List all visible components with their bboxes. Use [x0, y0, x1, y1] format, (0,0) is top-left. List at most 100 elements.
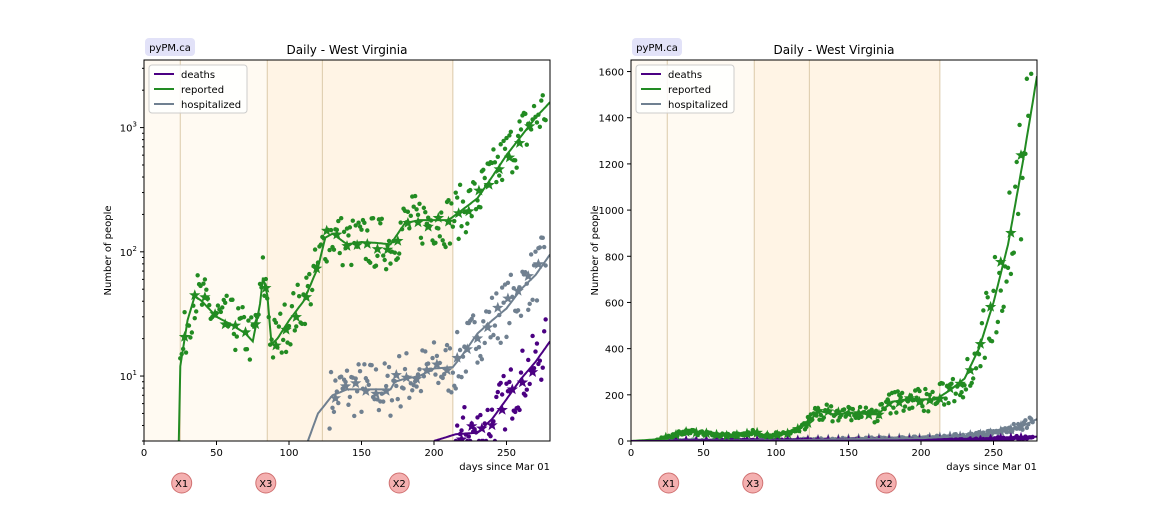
reported-daily-point: [262, 293, 267, 298]
hospitalized-daily-point: [382, 361, 387, 366]
hospitalized-daily-point: [346, 402, 351, 407]
deaths-daily-point: [494, 394, 499, 400]
hospitalized-daily-point: [381, 399, 386, 404]
reported-daily-point: [426, 215, 431, 220]
reported-daily-point: [234, 334, 239, 339]
reported-daily-point: [233, 347, 238, 353]
reported-daily-point: [436, 226, 441, 231]
hospitalized-daily-point: [347, 394, 353, 400]
reported-daily-point: [850, 406, 856, 412]
reported-daily-point: [965, 356, 970, 362]
hospitalized-weekly-star: [329, 392, 342, 403]
reported-series-line: [631, 76, 1037, 441]
deaths-daily-point: [466, 434, 471, 439]
reported-daily-point: [263, 276, 268, 282]
hospitalized-daily-point: [475, 360, 480, 365]
reported-daily-point: [891, 405, 896, 410]
reported-weekly-star: [239, 326, 252, 338]
reported-daily-point: [189, 330, 195, 335]
reported-daily-point: [501, 138, 506, 144]
plot-area: [144, 60, 550, 441]
reported-weekly-star: [903, 392, 916, 404]
reported-daily-point: [863, 405, 869, 410]
reported-daily-point: [499, 177, 505, 183]
deaths-daily-point: [484, 438, 489, 441]
deaths-daily-point: [542, 329, 547, 334]
shaded-period-4: [809, 60, 940, 441]
event-marker-circle: [875, 472, 897, 494]
event-marker-x2: X2: [388, 472, 410, 494]
hospitalized-daily-point: [459, 374, 464, 380]
hospitalized-weekly-star: [492, 301, 504, 313]
reported-daily-point: [991, 288, 996, 294]
reported-weekly-star: [229, 319, 242, 331]
reported-daily-point: [1013, 184, 1018, 189]
hospitalized-daily-point: [501, 300, 506, 305]
deaths-daily-point: [534, 341, 540, 346]
x-tick-label: 200: [424, 448, 443, 459]
reported-daily-point: [989, 339, 995, 344]
reported-daily-point: [478, 205, 483, 210]
reported-daily-point: [279, 350, 284, 355]
hospitalized-daily-point: [469, 316, 474, 322]
reported-daily-point: [249, 315, 254, 320]
reported-daily-point: [220, 305, 225, 310]
reported-daily-point: [247, 357, 253, 362]
reported-daily-point: [286, 323, 292, 329]
reported-daily-point: [395, 256, 400, 261]
reported-daily-point: [969, 380, 974, 386]
hospitalized-weekly-star: [522, 270, 534, 281]
deaths-daily-point: [530, 333, 535, 339]
hospitalized-daily-point: [352, 413, 357, 419]
reported-daily-point: [341, 229, 347, 235]
reported-daily-point: [531, 103, 537, 109]
hospitalized-daily-point: [404, 351, 409, 356]
y-tick-label: 0: [618, 437, 624, 448]
reported-daily-point: [824, 402, 829, 407]
hospitalized-weekly-star: [350, 377, 362, 389]
deaths-weekly-star: [670, 435, 682, 441]
hospitalized-daily-point: [472, 319, 477, 325]
reported-weekly-star: [934, 392, 946, 404]
hospitalized-daily-point: [359, 409, 364, 415]
reported-daily-point: [296, 294, 302, 299]
reported-daily-point: [295, 282, 300, 288]
hospitalized-daily-point: [492, 323, 498, 328]
event-marker-circle: [255, 472, 277, 494]
reported-weekly-star: [280, 323, 292, 335]
reported-daily-point: [456, 236, 461, 242]
reported-daily-point: [288, 342, 293, 347]
reported-daily-point: [443, 244, 448, 250]
reported-weekly-star: [913, 395, 926, 407]
reported-daily-point: [510, 170, 515, 175]
reported-daily-point: [504, 135, 509, 141]
badge-text: pyPM.ca: [149, 43, 191, 54]
reported-daily-point: [952, 399, 957, 404]
reported-weekly-star: [321, 224, 333, 236]
reported-daily-point: [899, 390, 905, 396]
hospitalized-daily-point: [418, 388, 424, 394]
reported-daily-point: [359, 227, 364, 232]
reported-daily-point: [960, 395, 966, 400]
reported-daily-point: [324, 259, 329, 264]
hospitalized-daily-point: [540, 235, 545, 241]
hospitalized-weekly-star: [512, 284, 524, 296]
reported-daily-point: [388, 261, 393, 266]
reported-daily-point: [336, 218, 341, 224]
reported-daily-point: [278, 311, 283, 316]
hospitalized-daily-point: [507, 320, 512, 326]
hospitalized-daily-point: [440, 375, 445, 381]
deaths-daily-point: [508, 367, 514, 372]
reported-daily-point: [379, 216, 384, 222]
reported-daily-point: [418, 235, 424, 241]
deaths-daily-point: [513, 409, 518, 415]
hospitalized-daily-point: [401, 386, 406, 391]
reported-daily-point: [982, 355, 987, 360]
reported-weekly-star: [341, 240, 353, 251]
reported-daily-point: [282, 302, 287, 307]
reported-daily-point: [998, 288, 1003, 293]
reported-daily-point: [373, 263, 379, 268]
reported-daily-point: [888, 411, 893, 416]
reported-daily-point: [921, 408, 927, 414]
reported-daily-point: [492, 160, 498, 165]
